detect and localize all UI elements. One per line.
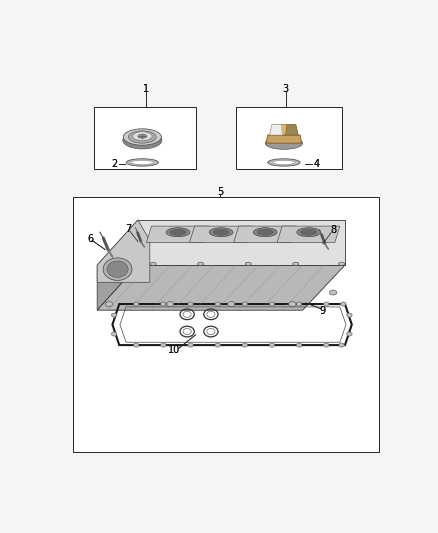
- Ellipse shape: [227, 302, 235, 306]
- Ellipse shape: [347, 313, 352, 317]
- Ellipse shape: [242, 343, 247, 347]
- Ellipse shape: [134, 343, 139, 347]
- Ellipse shape: [289, 302, 296, 306]
- Ellipse shape: [347, 332, 352, 336]
- Ellipse shape: [269, 343, 275, 347]
- Ellipse shape: [170, 229, 186, 235]
- Text: 7: 7: [126, 224, 132, 234]
- Text: 1: 1: [143, 84, 149, 94]
- Ellipse shape: [265, 137, 303, 149]
- Bar: [74, 197, 379, 452]
- Text: 9: 9: [320, 306, 326, 316]
- Text: 6: 6: [87, 234, 93, 244]
- Text: 3: 3: [283, 84, 289, 94]
- Polygon shape: [286, 125, 298, 135]
- Text: 5: 5: [217, 187, 223, 197]
- Ellipse shape: [215, 302, 220, 306]
- Ellipse shape: [131, 160, 154, 165]
- Ellipse shape: [215, 343, 220, 347]
- Text: 4: 4: [314, 159, 320, 169]
- Ellipse shape: [269, 302, 275, 306]
- Ellipse shape: [126, 159, 159, 166]
- Ellipse shape: [341, 302, 346, 306]
- Polygon shape: [190, 226, 252, 243]
- Ellipse shape: [132, 132, 152, 141]
- Ellipse shape: [111, 313, 117, 317]
- Ellipse shape: [103, 258, 132, 280]
- Bar: [237, 107, 342, 168]
- Ellipse shape: [297, 302, 302, 306]
- Polygon shape: [233, 226, 297, 243]
- Ellipse shape: [329, 290, 337, 295]
- Ellipse shape: [166, 302, 174, 306]
- Text: 2: 2: [111, 159, 117, 169]
- Ellipse shape: [198, 262, 204, 265]
- Polygon shape: [97, 265, 345, 310]
- Text: 10: 10: [168, 345, 180, 356]
- Ellipse shape: [134, 302, 139, 306]
- Ellipse shape: [123, 132, 162, 149]
- Text: 8: 8: [330, 225, 336, 235]
- Ellipse shape: [188, 302, 193, 306]
- Ellipse shape: [166, 228, 190, 237]
- Text: 2: 2: [111, 159, 117, 169]
- Ellipse shape: [242, 302, 247, 306]
- Ellipse shape: [272, 160, 295, 165]
- Ellipse shape: [124, 129, 161, 145]
- Text: 6: 6: [87, 234, 93, 244]
- Polygon shape: [97, 220, 150, 282]
- Ellipse shape: [339, 343, 344, 347]
- Ellipse shape: [324, 343, 329, 347]
- Ellipse shape: [253, 228, 277, 237]
- Ellipse shape: [150, 262, 156, 265]
- Ellipse shape: [105, 302, 113, 306]
- Ellipse shape: [293, 262, 299, 265]
- Polygon shape: [266, 135, 301, 143]
- Text: 4: 4: [314, 159, 320, 169]
- Ellipse shape: [188, 343, 193, 347]
- Text: 1: 1: [143, 84, 149, 94]
- Ellipse shape: [257, 229, 273, 235]
- Ellipse shape: [339, 262, 345, 265]
- Text: 7: 7: [126, 224, 132, 234]
- Text: 3: 3: [283, 84, 289, 94]
- Ellipse shape: [138, 134, 147, 138]
- Ellipse shape: [213, 229, 229, 235]
- Bar: [94, 107, 196, 168]
- Ellipse shape: [245, 262, 251, 265]
- Polygon shape: [270, 125, 298, 135]
- Ellipse shape: [161, 302, 166, 306]
- Ellipse shape: [128, 131, 156, 143]
- Ellipse shape: [297, 343, 302, 347]
- Text: 9: 9: [320, 306, 326, 316]
- Polygon shape: [270, 125, 282, 135]
- Ellipse shape: [107, 261, 128, 277]
- Ellipse shape: [111, 332, 117, 336]
- Polygon shape: [138, 220, 345, 265]
- Ellipse shape: [297, 228, 321, 237]
- Text: 8: 8: [330, 225, 336, 235]
- Ellipse shape: [209, 228, 233, 237]
- Polygon shape: [277, 226, 340, 243]
- Ellipse shape: [300, 229, 317, 235]
- Text: 10: 10: [168, 345, 180, 356]
- Ellipse shape: [268, 159, 300, 166]
- Polygon shape: [146, 226, 209, 243]
- Ellipse shape: [324, 302, 329, 306]
- Polygon shape: [97, 220, 138, 310]
- Text: 5: 5: [217, 187, 223, 197]
- Ellipse shape: [161, 343, 166, 347]
